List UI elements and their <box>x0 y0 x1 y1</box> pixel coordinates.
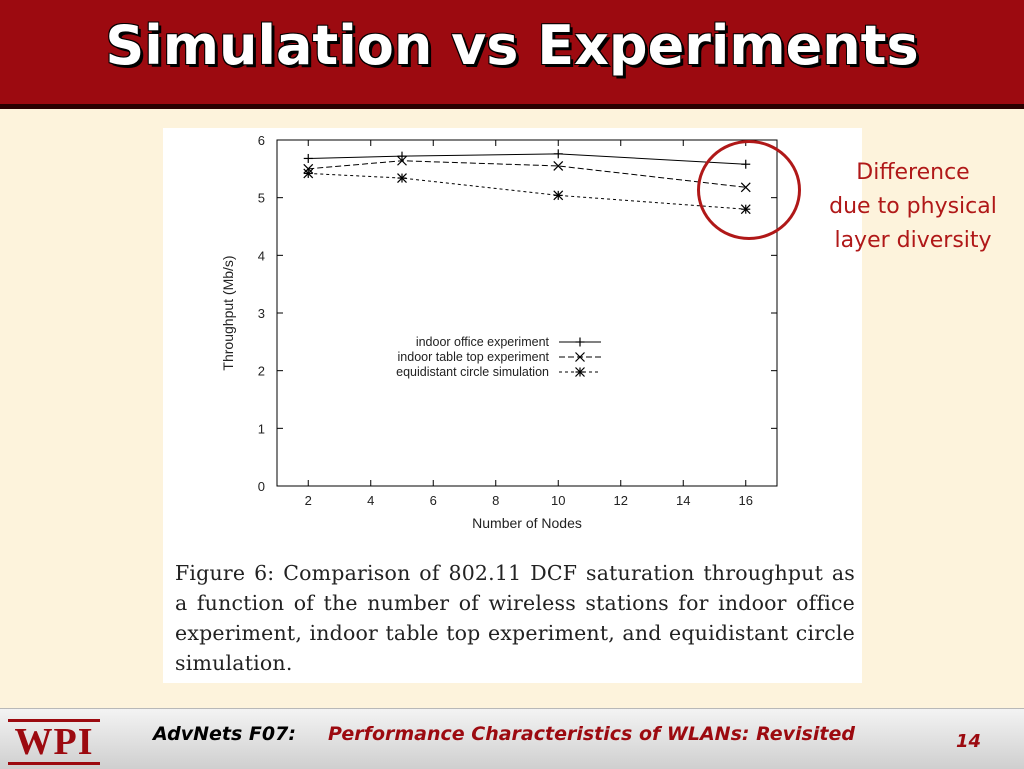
legend-label: indoor office experiment <box>416 335 550 349</box>
data-point-series-3 <box>553 190 564 201</box>
x-tick-label: 12 <box>614 493 628 508</box>
data-point-series-3 <box>303 168 314 179</box>
footer-topic: Performance Characteristics of WLANs: Re… <box>328 723 855 745</box>
data-point-series-2 <box>397 155 407 166</box>
y-tick-label: 2 <box>258 364 265 379</box>
annotation-line: layer diversity <box>834 228 992 253</box>
footer-course: AdvNets F07: <box>153 723 296 745</box>
annotation-line: Difference <box>856 160 970 185</box>
annotation-line: due to physical <box>829 194 997 219</box>
legend-marker <box>575 367 585 377</box>
highlight-circle <box>697 140 801 240</box>
data-point-series-3 <box>397 173 407 183</box>
page-number: 14 <box>956 731 982 752</box>
legend-marker <box>575 352 585 362</box>
x-tick-label: 2 <box>305 493 312 508</box>
x-tick-label: 6 <box>430 493 437 508</box>
y-tick-label: 1 <box>258 421 265 436</box>
series-line-2 <box>308 160 746 188</box>
footer-bar: WPI AdvNets F07: Performance Characteris… <box>0 708 1024 769</box>
y-tick-label: 3 <box>258 306 265 321</box>
y-tick-label: 0 <box>258 479 265 494</box>
logo-rule <box>8 762 100 765</box>
title-bar: Simulation vs Experiments <box>0 0 1024 109</box>
x-tick-label: 16 <box>739 493 753 508</box>
y-tick-label: 5 <box>258 191 265 206</box>
legend-label: equidistant circle simulation <box>396 365 549 379</box>
x-tick-label: 4 <box>367 493 374 508</box>
series-line-3 <box>308 172 746 210</box>
logo-text: WPI <box>14 721 94 763</box>
data-point-series-2 <box>303 163 314 174</box>
wpi-logo: WPI <box>6 715 102 769</box>
figure-caption: Figure 6: Comparison of 802.11 DCF satur… <box>175 561 855 675</box>
y-axis-label: Throughput (Mb/s) <box>220 255 236 370</box>
x-axis-label: Number of Nodes <box>472 515 582 531</box>
x-tick-label: 10 <box>551 493 565 508</box>
y-tick-label: 6 <box>258 133 265 148</box>
slide-title: Simulation vs Experiments <box>105 14 919 77</box>
data-point-series-2 <box>553 161 564 171</box>
x-tick-label: 8 <box>492 493 499 508</box>
y-tick-label: 4 <box>258 248 265 263</box>
difference-annotation: Difference due to physical layer diversi… <box>808 156 1018 258</box>
x-tick-label: 14 <box>676 493 690 508</box>
logo-rule <box>8 719 100 722</box>
legend-label: indoor table top experiment <box>398 350 550 364</box>
series-line-1 <box>308 153 746 165</box>
